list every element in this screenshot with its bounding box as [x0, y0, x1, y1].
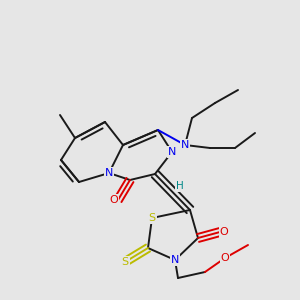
Text: O: O — [110, 195, 118, 205]
Text: S: S — [122, 257, 129, 267]
Text: N: N — [181, 140, 189, 150]
Text: N: N — [168, 147, 176, 157]
Text: N: N — [171, 255, 179, 265]
Text: S: S — [148, 213, 156, 223]
Text: O: O — [220, 227, 228, 237]
Text: N: N — [105, 168, 113, 178]
Text: H: H — [176, 181, 184, 191]
Text: O: O — [220, 253, 230, 263]
